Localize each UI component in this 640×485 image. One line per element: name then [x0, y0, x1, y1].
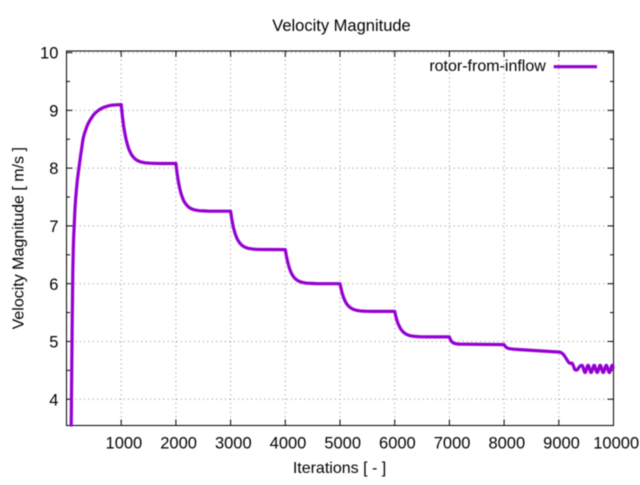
svg-text:6: 6: [49, 276, 58, 294]
svg-text:4000: 4000: [270, 435, 307, 453]
svg-text:8: 8: [49, 160, 58, 178]
svg-text:5: 5: [49, 334, 58, 352]
svg-text:7: 7: [49, 218, 58, 236]
svg-text:6000: 6000: [379, 435, 416, 453]
svg-text:5000: 5000: [324, 435, 361, 453]
svg-text:3000: 3000: [215, 435, 252, 453]
svg-text:rotor-from-inflow: rotor-from-inflow: [429, 58, 546, 75]
svg-text:1000: 1000: [106, 435, 143, 453]
svg-text:Velocity Magnitude: Velocity Magnitude: [272, 17, 411, 35]
svg-text:10000: 10000: [593, 435, 639, 453]
svg-text:9000: 9000: [543, 435, 580, 453]
svg-text:8000: 8000: [488, 435, 525, 453]
svg-text:9: 9: [49, 103, 58, 121]
svg-text:Iterations [ - ]: Iterations [ - ]: [293, 460, 386, 477]
svg-text:Velocity Magnitude [ m/s ]: Velocity Magnitude [ m/s ]: [11, 147, 28, 329]
svg-text:2000: 2000: [160, 435, 197, 453]
svg-text:4: 4: [49, 391, 58, 409]
svg-text:7000: 7000: [434, 435, 471, 453]
svg-text:10: 10: [40, 45, 58, 63]
